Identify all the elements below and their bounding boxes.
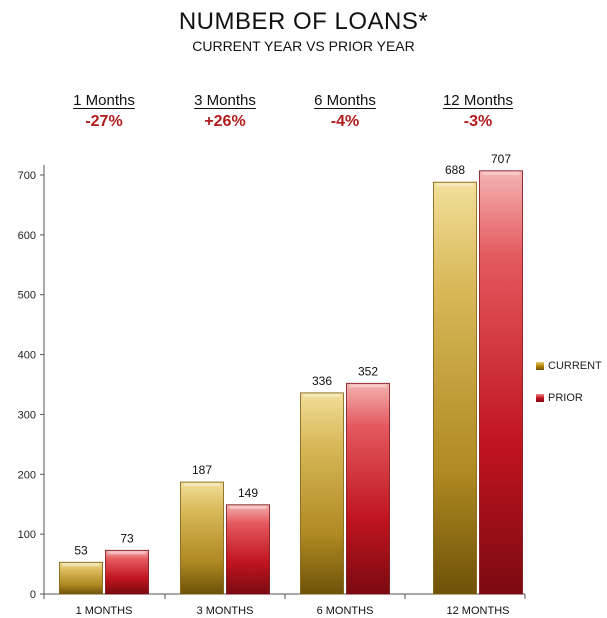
bar-current-6-months: [300, 392, 344, 595]
x-category-label: 3 MONTHS: [197, 605, 254, 617]
comparison-label: 6 Months: [314, 92, 376, 109]
y-tick-label: 500: [18, 290, 36, 302]
comparison-label: 12 Months: [442, 92, 514, 109]
comparison-3-months: 3 Months +26%: [165, 92, 285, 131]
comparison-change: -4%: [330, 113, 360, 130]
y-tick-label: 200: [18, 469, 36, 481]
legend-item-current: CURRENT: [536, 357, 602, 375]
bar-current-1-months: [59, 561, 103, 595]
legend-label-current: CURRENT: [548, 359, 602, 372]
comparison-1-months: 1 Months -27%: [44, 92, 164, 131]
comparison-change: +26%: [204, 113, 246, 130]
legend-label-prior: PRIOR: [548, 391, 583, 404]
y-tick-label: 300: [18, 409, 36, 421]
data-label: 336: [312, 374, 332, 388]
y-tick-label: 100: [18, 529, 36, 541]
data-label: 73: [120, 531, 134, 545]
bar-current-3-months: [180, 481, 224, 595]
bar-current-12-months: [433, 181, 477, 595]
x-category-label: 12 MONTHS: [447, 605, 510, 617]
bar-highlight: [436, 183, 474, 187]
data-label: 688: [445, 163, 465, 177]
bar-highlight: [482, 171, 520, 175]
comparison-12-months: 12 Months -3%: [418, 92, 538, 131]
bar-highlight: [62, 563, 100, 567]
legend-swatch-prior: [536, 393, 544, 402]
y-tick-label: 0: [30, 589, 36, 601]
bar-highlight: [303, 393, 341, 397]
x-category-label: 1 MONTHS: [76, 605, 133, 617]
chart-subtitle: CURRENT YEAR VS PRIOR YEAR: [192, 38, 415, 54]
comparison-change: -27%: [85, 113, 123, 130]
y-tick-label: 700: [18, 170, 36, 182]
comparison-label: 1 Months: [73, 92, 135, 109]
data-label: 187: [192, 463, 212, 477]
comparison-change: -3%: [463, 113, 493, 130]
y-tick-label: 400: [18, 350, 36, 362]
data-label: 352: [358, 364, 378, 378]
data-label: 707: [491, 152, 511, 166]
data-label: 53: [74, 543, 88, 557]
data-label: 149: [238, 486, 258, 500]
bar-highlight: [229, 505, 267, 509]
chart-title: NUMBER OF LOANS*: [178, 8, 429, 35]
x-category-label: 6 MONTHS: [317, 605, 374, 617]
bar-prior-1-months: [105, 549, 149, 595]
y-tick-label: 600: [18, 230, 36, 242]
bar-highlight: [349, 384, 387, 388]
bar-prior-12-months: [479, 170, 523, 595]
legend-item-prior: PRIOR: [536, 389, 583, 407]
bar-prior-3-months: [226, 504, 270, 595]
bar-highlight: [183, 483, 221, 487]
bar-highlight: [108, 551, 146, 555]
comparison-label: 3 Months: [194, 92, 256, 109]
legend-swatch-current: [536, 361, 544, 370]
comparison-6-months: 6 Months -4%: [285, 92, 405, 131]
bar-prior-6-months: [346, 382, 390, 595]
